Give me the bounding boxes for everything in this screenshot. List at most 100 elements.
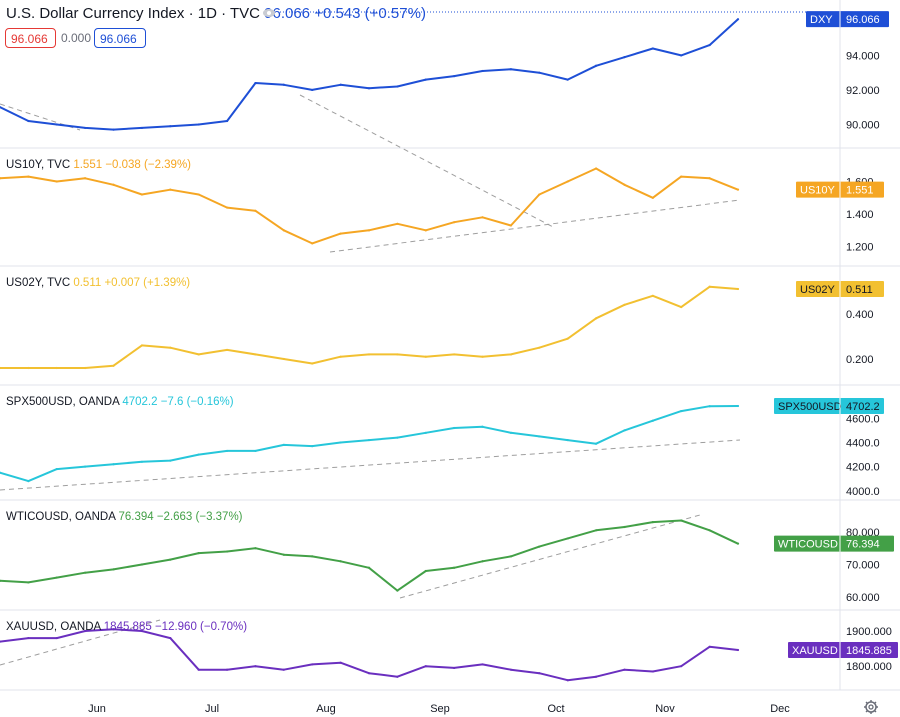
- data-point: [453, 566, 456, 569]
- data-point: [55, 123, 58, 126]
- data-point: [311, 242, 314, 245]
- time-axis-label: Nov: [655, 703, 675, 715]
- data-point: [225, 550, 229, 553]
- data-point: [339, 661, 342, 664]
- data-point: [566, 78, 569, 81]
- price-tick-label: 1.400: [846, 209, 874, 221]
- trend-line[interactable]: [299, 94, 556, 229]
- series-line-wticousd[interactable]: [0, 519, 739, 592]
- data-point: [651, 47, 654, 50]
- data-point: [424, 665, 427, 668]
- data-point: [311, 663, 314, 666]
- data-point: [339, 441, 342, 444]
- data-point: [84, 571, 87, 574]
- data-point: [225, 449, 229, 453]
- data-point: [367, 672, 371, 675]
- data-point: [367, 566, 371, 569]
- data-point: [169, 346, 172, 349]
- data-point: [509, 555, 513, 558]
- data-point: [481, 560, 484, 563]
- data-point: [311, 362, 314, 365]
- trend-line[interactable]: [329, 199, 741, 253]
- legend-value: 96.066: [264, 5, 314, 22]
- series-legend-dxy[interactable]: U.S. Dollar Currency Index · 1D · TVC 96…: [6, 5, 426, 22]
- data-point: [282, 553, 285, 556]
- data-point: [538, 435, 541, 438]
- ohlc-mid-value: 0.000: [61, 31, 92, 45]
- trend-line[interactable]: [0, 439, 741, 491]
- data-point: [197, 668, 200, 671]
- data-point: [680, 665, 683, 668]
- data-point: [538, 71, 541, 74]
- data-point: [254, 449, 257, 453]
- legend-name: WTICOUSD, OANDA: [6, 511, 118, 523]
- data-point: [736, 188, 740, 191]
- trend-line[interactable]: [0, 619, 161, 666]
- price-tag-symbol: US02Y: [800, 284, 836, 296]
- data-point: [424, 229, 427, 232]
- price-tag-value: 4702.2: [846, 401, 880, 413]
- time-axis-label: Oct: [547, 703, 564, 715]
- data-point: [736, 404, 740, 408]
- data-point: [424, 431, 427, 434]
- data-point: [254, 665, 257, 668]
- data-point: [27, 581, 30, 584]
- data-point: [566, 337, 569, 340]
- legend-name: US02Y, TVC: [6, 277, 73, 289]
- data-point: [254, 353, 257, 356]
- series-legend-spx500usd[interactable]: SPX500USD, OANDA 4702.2 −7.6 (−0.16%): [6, 396, 234, 408]
- data-point: [566, 180, 569, 183]
- series-legend-us10y[interactable]: US10Y, TVC 1.551 −0.038 (−2.39%): [6, 159, 191, 171]
- gear-icon[interactable]: [863, 699, 879, 715]
- series-legend-wticousd[interactable]: WTICOUSD, OANDA 76.394 −2.663 (−3.37%): [6, 511, 243, 523]
- series-legend-xauusd[interactable]: XAUUSD, OANDA 1845.885 −12.960 (−0.70%): [6, 621, 247, 633]
- data-point: [594, 64, 598, 67]
- data-point: [481, 663, 484, 666]
- price-tick-label: 90.000: [846, 119, 880, 131]
- data-point: [27, 480, 30, 483]
- price-tick-label: 1800.000: [846, 661, 892, 673]
- series-line-spx500usd[interactable]: [0, 405, 739, 483]
- price-tag-symbol: US10Y: [800, 185, 836, 197]
- price-tag-symbol: WTICOUSD: [778, 539, 838, 551]
- data-point: [651, 670, 654, 673]
- data-point: [0, 106, 2, 109]
- data-point: [396, 222, 399, 225]
- data-point: [538, 672, 541, 675]
- legend-name: XAUUSD, OANDA: [6, 621, 104, 633]
- trend-line[interactable]: [399, 514, 701, 599]
- data-point: [594, 675, 598, 678]
- data-point: [566, 438, 569, 442]
- legend-value: 1.551: [73, 159, 105, 171]
- data-point: [424, 569, 427, 573]
- time-axis-label: Aug: [316, 703, 336, 715]
- price-tag-symbol: XAUUSD: [792, 645, 838, 657]
- data-point: [311, 555, 314, 558]
- data-point: [424, 78, 427, 81]
- eye-icon[interactable]: [262, 7, 276, 19]
- data-point: [197, 552, 200, 555]
- data-point: [623, 56, 626, 59]
- legend-change: −12.960 (−0.70%): [155, 621, 247, 633]
- data-point: [453, 426, 456, 430]
- data-point: [0, 366, 2, 370]
- series-line-us02y[interactable]: [0, 285, 739, 369]
- price-tick-label: 60.000: [846, 592, 880, 604]
- data-point: [680, 175, 683, 178]
- data-point: [538, 545, 541, 548]
- data-point: [594, 167, 598, 170]
- data-point: [225, 119, 229, 123]
- data-point: [367, 353, 371, 356]
- data-point: [708, 43, 711, 47]
- data-point: [481, 425, 484, 428]
- data-point: [84, 465, 87, 468]
- series-line-us10y[interactable]: [0, 167, 739, 245]
- legend-value: 1845.885: [104, 621, 155, 633]
- data-point: [509, 431, 513, 434]
- data-point: [736, 542, 740, 545]
- legend-value: 76.394: [118, 511, 156, 523]
- series-legend-us02y[interactable]: US02Y, TVC 0.511 +0.007 (+1.39%): [6, 277, 190, 289]
- data-point: [708, 285, 711, 288]
- data-point: [27, 119, 30, 123]
